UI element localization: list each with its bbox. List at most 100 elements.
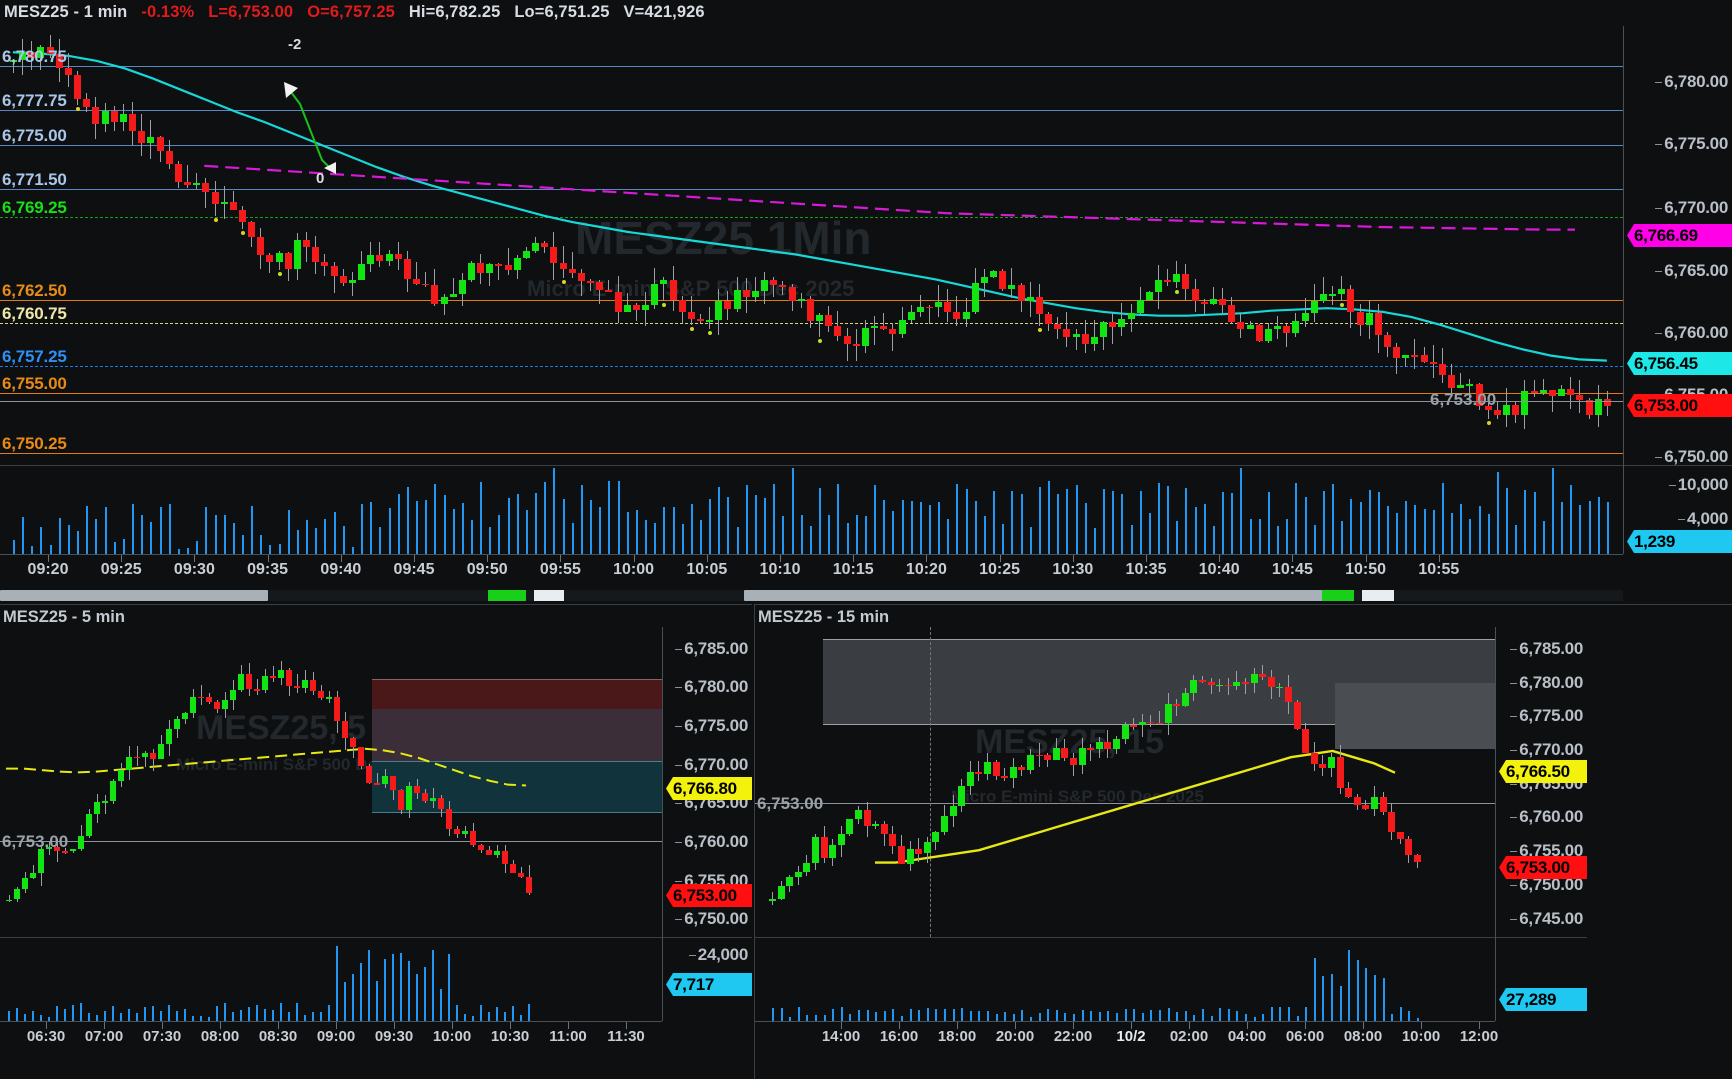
- price-plot-1min[interactable]: MESZ25 1Min Micro E-mini S&P 500 Dec 202…: [0, 26, 1623, 463]
- candle-body: [382, 775, 388, 784]
- drawing-annotations[interactable]: [0, 26, 1623, 463]
- candlestick: [166, 627, 172, 937]
- candle-body: [1558, 389, 1566, 396]
- volume-bar: [304, 1014, 306, 1021]
- candlestick: [350, 627, 356, 937]
- price-tag[interactable]: 6,766.80: [666, 777, 752, 800]
- candle-body: [1539, 389, 1547, 393]
- price-tag[interactable]: 6,753.00: [1499, 856, 1587, 879]
- candle-body: [1173, 704, 1181, 706]
- scrollbar-marker-white-2[interactable]: [1362, 590, 1394, 601]
- time-tick: [706, 555, 708, 562]
- time-axis-15min[interactable]: 14:00 16:00 18:00 20:00 22:00 10/2 02:00 04:00 0…: [755, 1021, 1498, 1051]
- volume-bar: [1124, 1008, 1127, 1021]
- quote-high: Hi=6,782.25: [408, 2, 501, 21]
- candlestick: [1310, 26, 1318, 463]
- candlestick: [330, 26, 338, 463]
- time-axis-1min[interactable]: 09:20 09:25 09:30 09:35 09:40 09:45 09:50 09:55…: [0, 554, 1623, 588]
- volume-bar: [272, 1009, 274, 1021]
- candle-wick: [883, 312, 885, 330]
- volume-bar: [22, 517, 25, 554]
- quote-symbol[interactable]: MESZ25 - 1 min: [4, 2, 128, 21]
- demand-zone: [372, 761, 662, 813]
- candlestick: [1402, 26, 1410, 463]
- candlestick: [642, 26, 650, 463]
- candlestick: [863, 627, 871, 937]
- volume-bar: [858, 1009, 860, 1021]
- candlestick: [257, 26, 265, 463]
- price-tag[interactable]: 6,753.00: [1627, 394, 1732, 417]
- candlestick: [321, 26, 329, 463]
- price-plot-5min[interactable]: MESZ25, 5 Micro E-mini S&P 500 Dec 2025 …: [0, 627, 662, 937]
- last-price-line-5min: [0, 841, 662, 842]
- volume-bar: [1288, 1007, 1290, 1021]
- time-tick: [1072, 555, 1074, 562]
- candlestick: [502, 627, 508, 937]
- candle-body: [147, 136, 155, 143]
- price-axis-15min[interactable]: 6,785.00 6,780.00 6,775.00 6,770.00 6,765.00…: [1495, 627, 1587, 1021]
- volume-bar: [1365, 968, 1368, 1021]
- candle-body: [1207, 681, 1215, 686]
- scrollbar-marker-green[interactable]: [488, 590, 526, 601]
- candle-body: [468, 263, 475, 280]
- candlestick: [1448, 26, 1456, 463]
- candlestick: [222, 627, 228, 937]
- candlestick: [1045, 26, 1053, 463]
- axis-tick-label: 6,770.00: [675, 755, 748, 774]
- volume-tag[interactable]: 1,239: [1627, 530, 1732, 553]
- scrollbar-marker-white[interactable]: [534, 590, 564, 601]
- candlestick: [1224, 627, 1232, 937]
- volume-tag[interactable]: 27,289: [1499, 988, 1587, 1011]
- candlestick: [468, 26, 475, 463]
- candle-body: [394, 254, 402, 259]
- candle-body: [1138, 721, 1146, 726]
- volume-bar: [1084, 502, 1087, 554]
- candlestick: [211, 26, 219, 463]
- volume-bar: [72, 1004, 74, 1021]
- volume-bar: [361, 504, 364, 554]
- price-axis-1min[interactable]: 6,780.00 6,775.00 6,770.00 6,765.00 6,760.00…: [1623, 26, 1732, 554]
- volume-bar: [1506, 488, 1509, 554]
- candlestick: [923, 627, 931, 937]
- candlestick: [1127, 26, 1135, 463]
- candle-body: [1319, 764, 1327, 768]
- price-plot-15min[interactable]: MESZ25, 15 Micro E-mini S&P 500 Dec 2025…: [755, 627, 1495, 937]
- candle-body: [1017, 284, 1025, 302]
- volume-tag[interactable]: 7,717: [666, 973, 752, 996]
- candle-body: [926, 306, 933, 309]
- price-axis-5min[interactable]: 6,785.00 6,780.00 6,775.00 6,770.00 6,765.00…: [662, 627, 752, 1021]
- volume-bar: [159, 507, 162, 554]
- panel-title-5min[interactable]: MESZ25 - 5 min: [3, 608, 125, 626]
- candle-body: [1061, 747, 1069, 758]
- volume-bar: [351, 546, 354, 554]
- volume-bar: [1296, 1016, 1299, 1021]
- panel-title-15min[interactable]: MESZ25 - 15 min: [758, 608, 890, 626]
- scrollbar-marker-green-2[interactable]: [1322, 590, 1354, 601]
- volume-bar: [496, 1007, 498, 1021]
- horizontal-scrollbar-1min[interactable]: [0, 590, 1623, 601]
- volume-bar: [944, 1008, 946, 1021]
- candle-body: [953, 311, 961, 319]
- scrollbar-thumb[interactable]: [0, 590, 268, 601]
- candlestick: [198, 627, 204, 937]
- candle-body: [1209, 299, 1217, 304]
- candle-wick: [1423, 347, 1425, 363]
- volume-bar: [910, 500, 913, 554]
- price-tag[interactable]: 6,766.50: [1499, 760, 1587, 783]
- price-tag[interactable]: 6,756.45: [1627, 352, 1732, 375]
- scrollbar-range[interactable]: [744, 590, 1330, 601]
- volume-bar: [819, 488, 822, 554]
- volume-bar: [40, 527, 43, 554]
- time-axis-5min[interactable]: 06:30 07:00 07:30 08:00 08:30 09:00 09:30 10:00…: [0, 1021, 662, 1051]
- price-tag[interactable]: 6,753.00: [666, 884, 752, 907]
- volume-bar: [1597, 496, 1600, 554]
- candle-wick: [590, 279, 592, 292]
- time-label: 10/2: [1116, 1028, 1146, 1045]
- volume-bar: [837, 483, 840, 554]
- candle-body: [510, 863, 516, 873]
- volume-plot-5min: [0, 937, 662, 1021]
- price-level-label: 6,769.25: [2, 198, 67, 217]
- price-tag[interactable]: 6,766.69: [1627, 224, 1732, 247]
- candlestick: [158, 627, 164, 937]
- candlestick: [366, 627, 372, 937]
